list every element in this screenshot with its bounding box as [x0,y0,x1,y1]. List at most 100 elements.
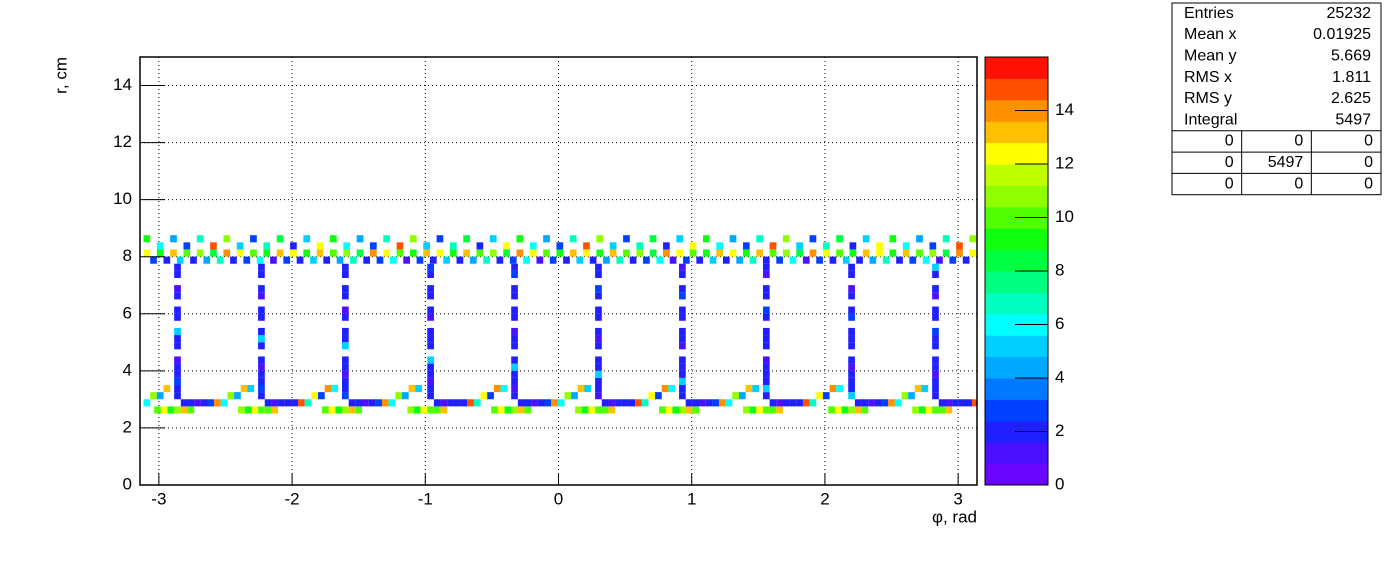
cell [342,392,349,400]
cell [762,356,770,364]
cell [889,249,897,257]
cell [809,249,817,257]
stats-cell: 0 [1294,175,1303,192]
cell [738,392,746,400]
cell [271,406,279,414]
cell [174,285,181,293]
cell [577,384,585,393]
cell [603,256,610,264]
cell [517,406,525,414]
cell [762,406,770,414]
cell [350,256,357,264]
cell [511,263,518,271]
cell [427,356,434,364]
cell [395,392,402,400]
cell [874,399,882,407]
cell [264,399,272,407]
cell [782,235,790,243]
cell [889,235,897,243]
cell [276,235,284,243]
cell [258,392,265,400]
cell [330,235,337,243]
cell [822,249,830,257]
cell [876,242,883,250]
cell [685,399,693,407]
palette-band [985,399,1048,422]
cell [196,249,204,257]
cell [497,406,505,414]
cell [342,377,349,385]
cell [848,377,855,385]
cell [176,256,184,264]
cell [363,256,371,264]
cell [672,406,680,414]
cell [551,399,558,407]
cell [665,406,673,414]
cell [679,342,686,350]
palette-band [985,378,1048,400]
cell [615,399,622,407]
stats-cell: 0 [1225,175,1234,192]
cell [932,270,939,278]
cell [569,249,577,257]
cell [427,327,434,336]
cell [932,406,939,414]
cell [829,256,837,264]
cell [802,256,810,264]
cell [463,235,470,243]
cell [623,249,630,257]
cell [916,235,923,243]
cell [258,363,265,371]
cell [415,384,422,393]
cell [762,285,770,293]
cell [916,249,923,257]
cell [762,263,770,271]
cell [932,342,939,350]
cell [174,377,181,385]
cell [776,406,783,414]
cell [921,384,929,393]
cell [836,235,843,243]
cell [849,249,857,257]
cell [932,377,939,385]
cell [762,384,770,393]
cell [429,256,437,264]
cell [369,249,377,257]
cell [749,406,757,414]
cell [796,242,803,250]
cell [716,242,724,250]
cell [342,370,349,378]
cell [190,256,197,264]
cell [174,263,181,271]
cell [529,242,537,250]
cell [649,249,657,257]
cell [679,327,686,336]
cell [595,384,602,393]
stats-label: Mean y [1184,47,1236,64]
cell [348,406,356,414]
cell [569,235,577,243]
cell [234,392,241,400]
cell [789,256,797,264]
cell [809,399,817,407]
cell [762,292,770,300]
cell [932,392,939,400]
cell [342,292,349,300]
cell [496,256,504,264]
cell [336,256,344,264]
cell [908,392,915,400]
cell [692,406,700,414]
cell [433,399,441,407]
cell [564,392,572,400]
cell [236,242,244,250]
palette-tick-label: 6 [1055,314,1064,333]
cell [635,399,642,407]
cell [258,313,265,321]
cell [596,235,604,243]
cell [595,392,602,400]
cell [330,249,337,257]
cell [929,242,937,250]
cell [932,327,939,336]
cell [742,406,750,414]
cell [529,249,537,257]
